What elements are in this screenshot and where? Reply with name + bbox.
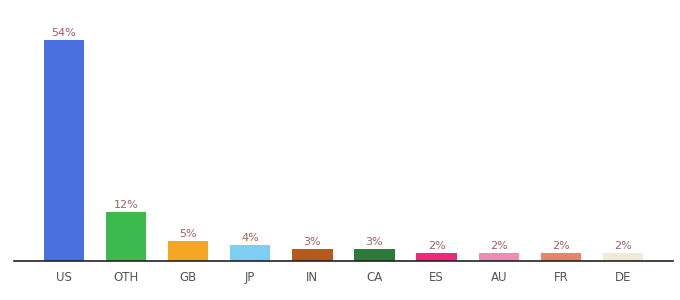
Text: 54%: 54% xyxy=(52,28,76,38)
Text: 3%: 3% xyxy=(303,237,321,247)
Bar xyxy=(541,253,581,261)
Bar xyxy=(354,249,394,261)
Text: 4%: 4% xyxy=(241,232,259,243)
Bar xyxy=(230,245,271,261)
Bar xyxy=(105,212,146,261)
Bar xyxy=(168,241,208,261)
Bar xyxy=(416,253,457,261)
Text: 3%: 3% xyxy=(366,237,384,247)
Bar xyxy=(292,249,333,261)
Bar xyxy=(479,253,519,261)
Text: 5%: 5% xyxy=(180,229,197,238)
Bar xyxy=(44,40,84,261)
Text: 2%: 2% xyxy=(552,241,570,251)
Text: 12%: 12% xyxy=(114,200,138,210)
Text: 2%: 2% xyxy=(490,241,508,251)
Bar xyxy=(603,253,643,261)
Text: 2%: 2% xyxy=(614,241,632,251)
Text: 2%: 2% xyxy=(428,241,445,251)
